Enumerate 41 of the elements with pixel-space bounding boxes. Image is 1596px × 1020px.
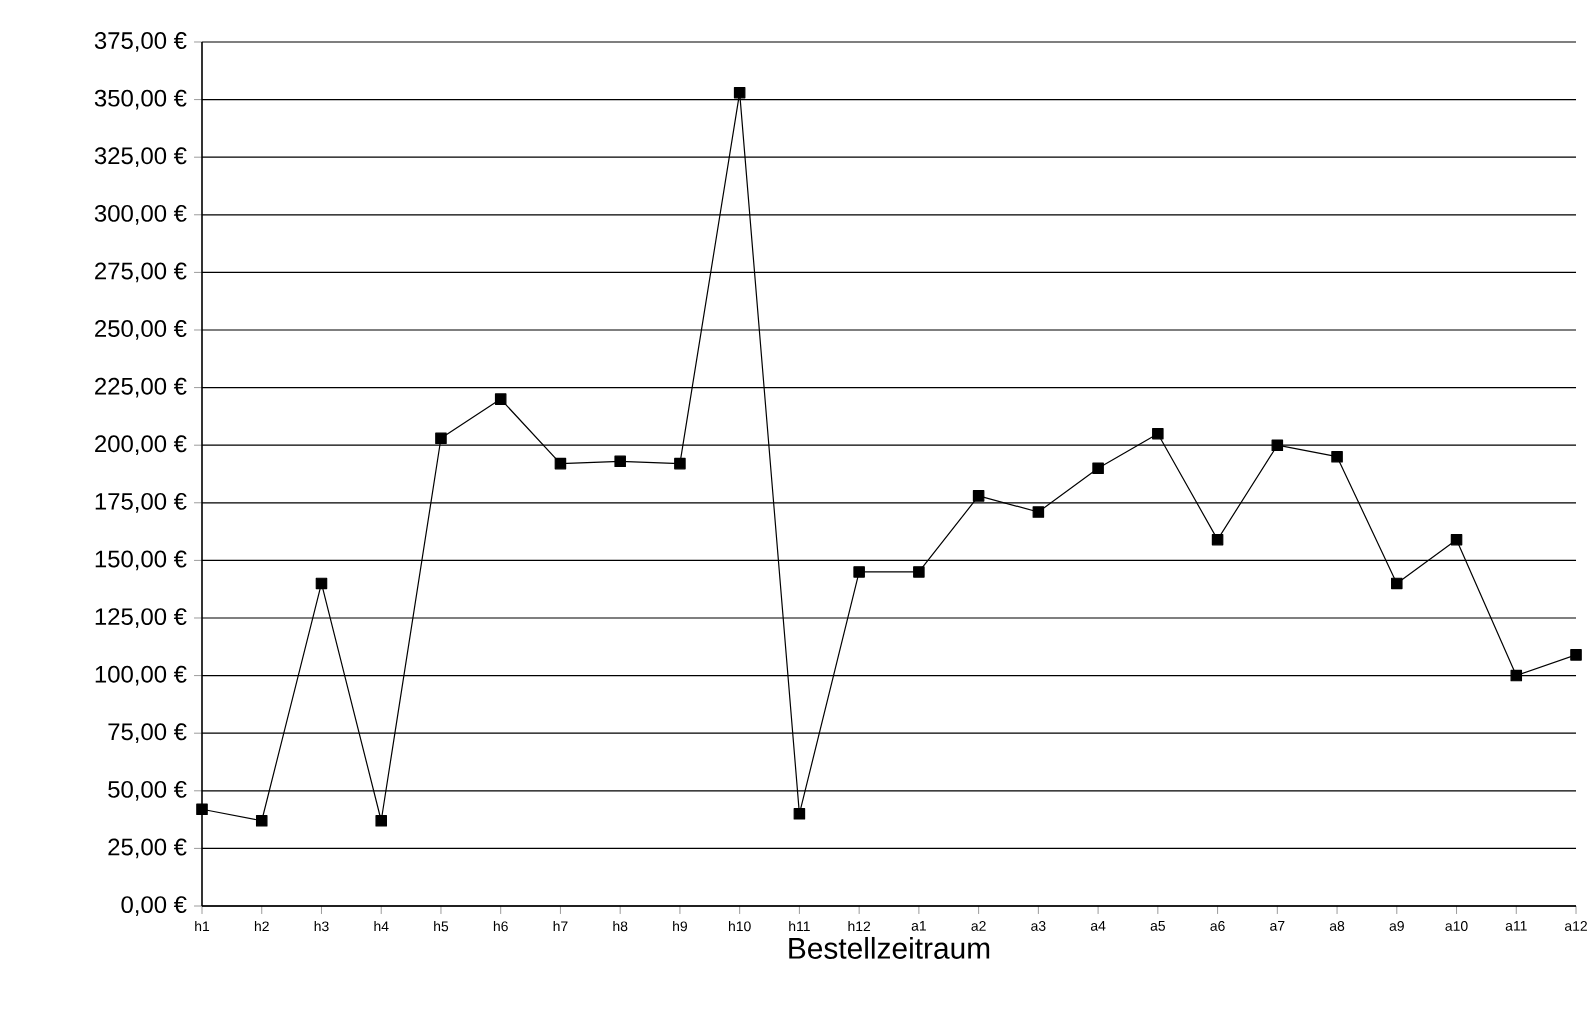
point bbox=[674, 457, 686, 470]
point bbox=[1211, 533, 1224, 546]
point bbox=[733, 86, 746, 99]
point bbox=[196, 803, 208, 816]
point bbox=[1271, 439, 1284, 451]
point bbox=[315, 577, 328, 590]
point bbox=[793, 808, 806, 820]
point bbox=[913, 566, 925, 578]
y-tick-label: 250,00 € bbox=[95, 320, 187, 340]
y-tick-label: 300,00 € bbox=[94, 204, 187, 225]
point bbox=[1510, 669, 1523, 682]
y-tick-label: 0,00 € bbox=[121, 896, 187, 916]
point bbox=[1331, 450, 1343, 463]
y-tick-label: 225,00 € bbox=[95, 377, 187, 398]
y-tick-label: 200,00 € bbox=[95, 435, 187, 456]
y-tick-label: 150,00 € bbox=[95, 550, 187, 571]
point bbox=[1032, 506, 1045, 518]
point bbox=[255, 814, 268, 827]
point bbox=[1450, 533, 1463, 546]
y-tick-label: 25,00 € bbox=[108, 838, 187, 859]
y-tick-label: 125,00 € bbox=[95, 608, 187, 628]
point bbox=[1391, 577, 1403, 590]
point bbox=[494, 393, 507, 405]
y-tick-label: 375,00 € bbox=[94, 32, 187, 52]
y-tick-label: 275,00 € bbox=[95, 262, 187, 283]
point bbox=[554, 457, 567, 470]
point bbox=[1092, 462, 1104, 475]
y-tick-label: 350,00 € bbox=[94, 89, 187, 110]
y-tick-label: 75,00 € bbox=[108, 723, 187, 744]
point bbox=[375, 814, 387, 827]
point bbox=[1152, 427, 1164, 440]
point bbox=[614, 455, 626, 468]
point bbox=[435, 432, 447, 445]
y-tick-label: 50,00 € bbox=[108, 780, 187, 801]
point bbox=[853, 566, 865, 578]
y-tick-label: 100,00 € bbox=[95, 665, 187, 686]
y-tick-label: 325,00 € bbox=[94, 147, 187, 168]
y-tick-label: 175,00 € bbox=[95, 492, 187, 513]
point bbox=[972, 490, 985, 502]
point bbox=[1570, 649, 1582, 661]
x-axis-title: Bestellzeitraum bbox=[789, 936, 990, 959]
